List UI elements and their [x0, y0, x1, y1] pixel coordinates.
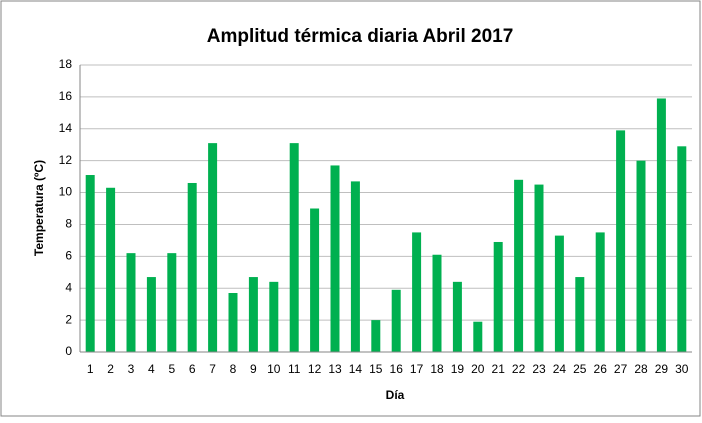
x-axis-label: Día	[386, 388, 405, 402]
y-tick-label: 18	[59, 57, 73, 71]
x-tick-label: 28	[634, 362, 648, 376]
bar	[350, 181, 360, 352]
x-tick-label: 25	[573, 362, 587, 376]
x-tick-label: 23	[532, 362, 546, 376]
bar	[289, 143, 299, 352]
x-tick-label: 7	[209, 362, 216, 376]
bar	[616, 130, 626, 352]
x-tick-label: 22	[512, 362, 526, 376]
bar	[126, 253, 136, 352]
x-tick-label: 1	[87, 362, 94, 376]
y-tick-label: 6	[65, 249, 72, 263]
x-tick-label: 5	[168, 362, 175, 376]
x-tick-label: 12	[308, 362, 322, 376]
bar	[248, 277, 258, 352]
bar	[85, 175, 95, 352]
x-tick-label: 21	[492, 362, 506, 376]
y-tick-label: 14	[59, 121, 73, 135]
y-tick-label: 16	[59, 89, 73, 103]
bar	[330, 165, 340, 352]
bar	[514, 179, 524, 352]
x-tick-label: 13	[328, 362, 342, 376]
bar	[310, 208, 320, 352]
bar	[493, 241, 503, 352]
bar	[554, 235, 564, 352]
bar	[106, 187, 116, 352]
x-tick-label: 6	[189, 362, 196, 376]
x-tick-label: 24	[553, 362, 567, 376]
y-tick-label: 2	[65, 312, 72, 326]
y-tick-label: 0	[65, 344, 72, 358]
x-tick-label: 11	[288, 362, 301, 376]
x-tick-label: 2	[107, 362, 114, 376]
y-tick-label: 4	[65, 280, 72, 294]
x-tick-label: 27	[614, 362, 628, 376]
bar	[146, 277, 156, 352]
bar	[187, 182, 197, 352]
x-tick-label: 16	[390, 362, 404, 376]
y-axis-label: Temperatura (ºC)	[32, 160, 46, 256]
bar	[636, 160, 646, 352]
x-tick-label: 26	[594, 362, 608, 376]
x-tick-label: 4	[148, 362, 155, 376]
bar	[575, 277, 585, 352]
bar	[432, 254, 442, 352]
bar	[656, 98, 666, 352]
x-tick-label: 20	[471, 362, 485, 376]
bar	[371, 320, 381, 352]
bar	[412, 232, 422, 352]
bar	[595, 232, 605, 352]
y-tick-label: 8	[65, 217, 72, 231]
x-tick-label: 17	[410, 362, 424, 376]
bar	[228, 293, 238, 352]
x-tick-label: 29	[655, 362, 669, 376]
bar	[473, 321, 483, 352]
bar	[208, 143, 218, 352]
x-tick-label: 9	[250, 362, 257, 376]
bar	[269, 281, 279, 352]
x-tick-label: 3	[128, 362, 135, 376]
y-tick-label: 12	[59, 153, 73, 167]
bar	[452, 281, 462, 352]
bar	[391, 289, 401, 352]
x-tick-label: 14	[349, 362, 363, 376]
x-tick-label: 18	[430, 362, 444, 376]
bar	[677, 146, 687, 352]
x-tick-label: 19	[451, 362, 465, 376]
x-tick-label: 30	[675, 362, 689, 376]
x-tick-label: 8	[230, 362, 237, 376]
chart-title: Amplitud térmica diaria Abril 2017	[207, 26, 514, 47]
bar	[167, 253, 177, 352]
x-tick-label: 10	[267, 362, 281, 376]
x-tick-label: 15	[369, 362, 383, 376]
bar	[534, 184, 544, 352]
y-tick-label: 10	[59, 185, 73, 199]
